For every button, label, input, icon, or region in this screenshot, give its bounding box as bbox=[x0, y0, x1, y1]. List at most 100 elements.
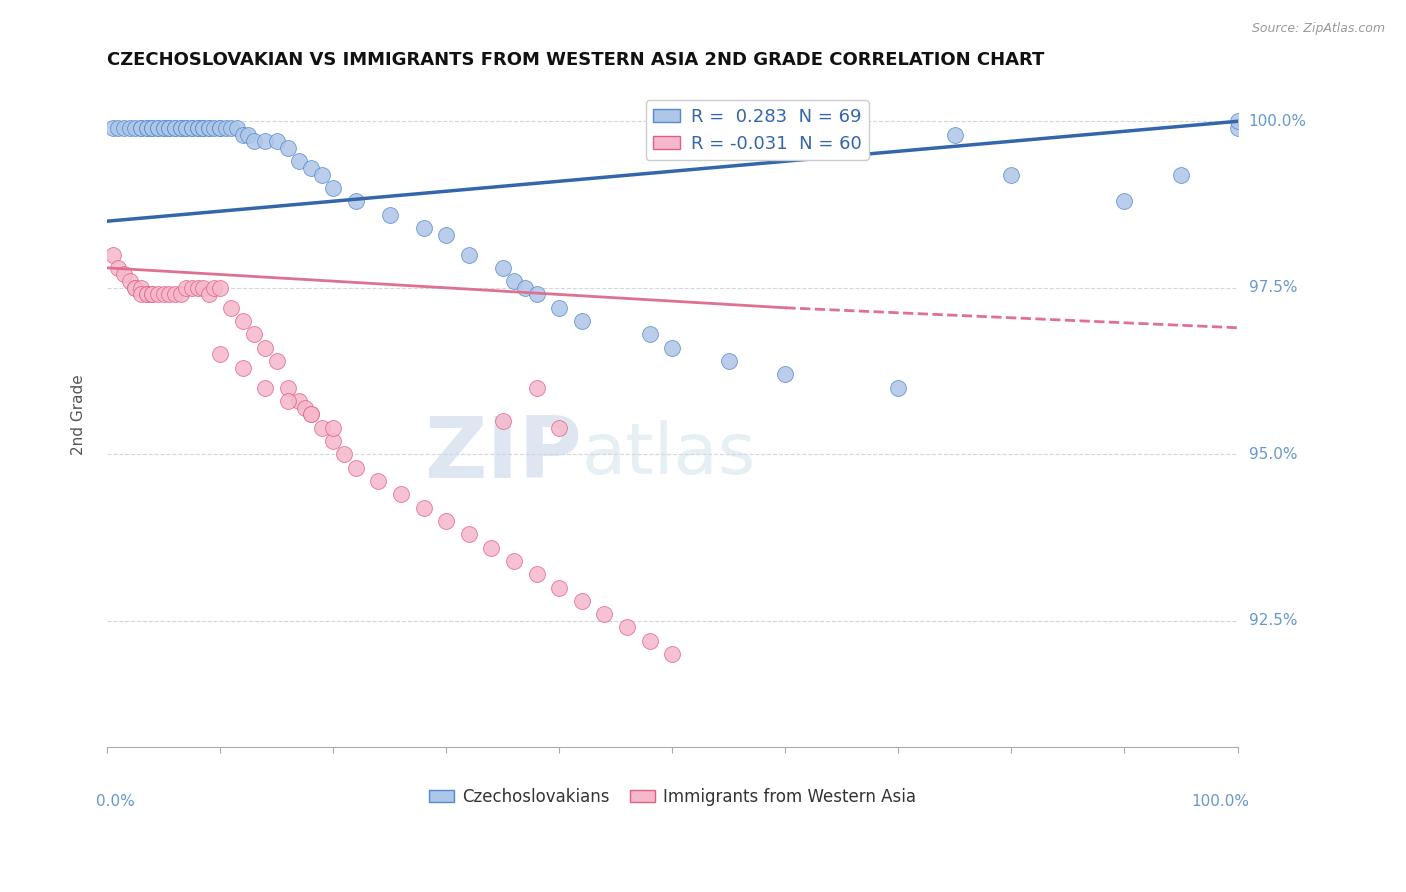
Point bbox=[887, 381, 910, 395]
Point bbox=[215, 120, 238, 135]
Point bbox=[180, 281, 202, 295]
Point bbox=[209, 120, 232, 135]
Point bbox=[157, 120, 180, 135]
Point bbox=[254, 341, 277, 355]
Point bbox=[266, 134, 288, 148]
Point bbox=[174, 120, 197, 135]
Point bbox=[571, 594, 593, 608]
Point bbox=[322, 420, 344, 434]
Point bbox=[277, 381, 299, 395]
Point bbox=[775, 368, 797, 382]
Point bbox=[163, 120, 186, 135]
Point bbox=[107, 260, 129, 275]
Point bbox=[277, 394, 299, 409]
Point bbox=[457, 247, 479, 261]
Point bbox=[169, 120, 191, 135]
Point bbox=[616, 620, 638, 634]
Point bbox=[299, 408, 322, 422]
Point bbox=[135, 287, 157, 301]
Point bbox=[129, 287, 152, 301]
Point bbox=[593, 607, 616, 622]
Point bbox=[129, 120, 152, 135]
Point bbox=[322, 181, 344, 195]
Point bbox=[152, 120, 174, 135]
Point bbox=[412, 500, 434, 515]
Point bbox=[146, 287, 169, 301]
Point bbox=[141, 120, 163, 135]
Point bbox=[288, 154, 311, 169]
Point bbox=[717, 354, 740, 368]
Point bbox=[107, 120, 129, 135]
Point bbox=[277, 141, 299, 155]
Point bbox=[412, 220, 434, 235]
Point bbox=[157, 287, 180, 301]
Point bbox=[204, 120, 226, 135]
Point bbox=[1114, 194, 1136, 209]
Point bbox=[186, 120, 208, 135]
Point bbox=[299, 161, 322, 175]
Point bbox=[221, 301, 243, 315]
Point bbox=[515, 281, 537, 295]
Legend: Czechoslovakians, Immigrants from Western Asia: Czechoslovakians, Immigrants from Wester… bbox=[422, 780, 922, 813]
Point bbox=[191, 281, 214, 295]
Point bbox=[209, 281, 232, 295]
Point bbox=[526, 567, 548, 582]
Point bbox=[135, 287, 157, 301]
Point bbox=[124, 281, 146, 295]
Point bbox=[243, 327, 266, 342]
Point bbox=[169, 287, 191, 301]
Point bbox=[118, 274, 141, 288]
Point bbox=[548, 420, 571, 434]
Point bbox=[198, 120, 221, 135]
Point bbox=[481, 541, 503, 555]
Point bbox=[254, 381, 277, 395]
Point bbox=[457, 527, 479, 541]
Point bbox=[191, 120, 214, 135]
Y-axis label: 2nd Grade: 2nd Grade bbox=[72, 374, 86, 455]
Point bbox=[232, 360, 254, 375]
Point bbox=[1000, 168, 1022, 182]
Point bbox=[232, 314, 254, 328]
Text: 0.0%: 0.0% bbox=[96, 794, 135, 809]
Point bbox=[638, 327, 661, 342]
Point bbox=[661, 341, 683, 355]
Point bbox=[141, 287, 163, 301]
Point bbox=[434, 514, 457, 528]
Point bbox=[266, 354, 288, 368]
Point bbox=[254, 134, 277, 148]
Point bbox=[232, 128, 254, 142]
Point bbox=[146, 120, 169, 135]
Point bbox=[389, 487, 412, 501]
Point bbox=[180, 120, 202, 135]
Point bbox=[548, 301, 571, 315]
Point bbox=[146, 120, 169, 135]
Point bbox=[322, 434, 344, 448]
Point bbox=[288, 394, 311, 409]
Point bbox=[198, 287, 221, 301]
Point bbox=[209, 347, 232, 361]
Point bbox=[112, 120, 135, 135]
Point bbox=[112, 268, 135, 282]
Point bbox=[661, 647, 683, 661]
Point bbox=[238, 128, 260, 142]
Point bbox=[294, 401, 316, 415]
Point bbox=[191, 120, 214, 135]
Point bbox=[1226, 114, 1249, 128]
Point bbox=[129, 120, 152, 135]
Point bbox=[152, 287, 174, 301]
Text: 95.0%: 95.0% bbox=[1249, 447, 1298, 462]
Point bbox=[124, 120, 146, 135]
Text: 97.5%: 97.5% bbox=[1249, 280, 1298, 295]
Point bbox=[198, 120, 221, 135]
Point bbox=[118, 120, 141, 135]
Point bbox=[434, 227, 457, 242]
Point bbox=[129, 281, 152, 295]
Point bbox=[571, 314, 593, 328]
Point bbox=[526, 287, 548, 301]
Point bbox=[1226, 120, 1249, 135]
Point bbox=[180, 120, 202, 135]
Point bbox=[135, 120, 157, 135]
Text: CZECHOSLOVAKIAN VS IMMIGRANTS FROM WESTERN ASIA 2ND GRADE CORRELATION CHART: CZECHOSLOVAKIAN VS IMMIGRANTS FROM WESTE… bbox=[107, 51, 1045, 69]
Point bbox=[548, 581, 571, 595]
Point bbox=[333, 447, 356, 461]
